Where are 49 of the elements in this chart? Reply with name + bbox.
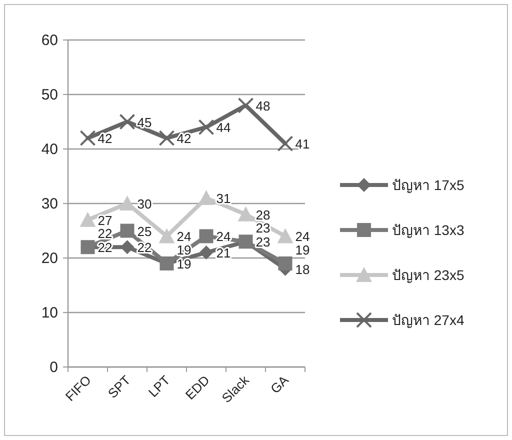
x-tick-label: LPT: [145, 372, 173, 400]
data-label: 41: [295, 136, 310, 152]
point: [158, 130, 175, 146]
data-label: 25: [137, 224, 152, 239]
point: [80, 130, 96, 146]
data-label: 42: [98, 131, 112, 146]
data-label: 27: [98, 212, 112, 228]
point: [80, 212, 96, 227]
point: [277, 228, 294, 244]
data-label: 42: [176, 131, 192, 146]
y-tick-label: 60: [41, 32, 58, 49]
data-label: 23: [256, 220, 270, 236]
data-label: 28: [256, 207, 270, 222]
legend-label: ปัญหา 17x5: [392, 177, 464, 193]
data-label: 45: [137, 114, 152, 130]
y-tick-label: 10: [41, 304, 58, 322]
point: [278, 256, 292, 270]
data-label: 22: [98, 226, 112, 242]
legend-label: ปัญหา 23x5: [392, 267, 464, 283]
data-label: 30: [137, 196, 152, 212]
data-label: 48: [256, 98, 270, 114]
data-label: 19: [295, 242, 310, 258]
y-tick-label: 20: [41, 250, 58, 267]
y-tick-label: 30: [41, 196, 58, 212]
data-label: 21: [216, 246, 231, 261]
point: [198, 119, 214, 136]
data-label: 44: [216, 120, 231, 136]
data-label: 19: [176, 256, 192, 272]
y-tick-label: 40: [41, 141, 58, 158]
point: [277, 136, 294, 152]
point: [120, 240, 134, 254]
point: [119, 114, 136, 130]
data-label: 23: [256, 234, 270, 250]
point: [199, 229, 214, 244]
legend-label: ปัญหา 13x3: [392, 222, 464, 238]
point: [120, 224, 134, 238]
point: [238, 97, 254, 114]
data-label: 24: [295, 229, 310, 244]
y-tick-label: 50: [41, 86, 58, 104]
data-label: 31: [216, 191, 231, 206]
point: [158, 228, 175, 244]
point: [238, 206, 254, 222]
legend-label: ปัญหา 27x4: [392, 312, 464, 328]
y-tick-label: 0: [50, 359, 58, 376]
point: [199, 246, 214, 260]
data-label: 24: [176, 229, 192, 244]
x-tick-label: GA: [267, 372, 292, 396]
data-label: 18: [295, 262, 310, 277]
data-label: 19: [176, 242, 192, 258]
